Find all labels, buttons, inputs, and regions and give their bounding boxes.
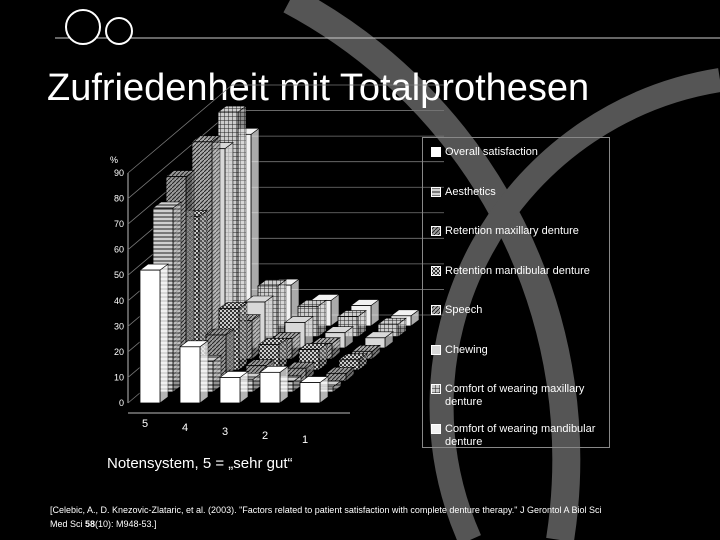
- legend-label: Comfort of wearing mandibular denture: [445, 422, 596, 448]
- bar-side: [279, 365, 289, 404]
- legend: Overall satisfaction Aesthetics Retention …: [422, 137, 610, 448]
- y-tick-label: 20: [114, 347, 124, 357]
- y-axis-label: %: [110, 155, 118, 165]
- bar-side: [317, 299, 327, 338]
- x-tick-label: 3: [222, 426, 228, 438]
- legend-item: Retention maxillary denture: [431, 225, 607, 238]
- citation-part: (10): M948-53.]: [95, 519, 157, 529]
- legend-item: Speech: [431, 304, 607, 317]
- legend-label: Speech: [445, 304, 483, 316]
- y-tick-label: 30: [114, 321, 124, 331]
- bar-side: [238, 302, 248, 371]
- bar: [219, 377, 241, 404]
- y-tick-label: 0: [119, 398, 124, 408]
- legend-label: Retention mandibular denture: [445, 264, 590, 277]
- y-tick-label: 60: [114, 245, 124, 255]
- legend-item: Comfort of wearing mandibular denture: [431, 423, 607, 449]
- legend-swatch: [431, 305, 441, 315]
- x-tick-label: 5: [142, 418, 148, 430]
- y-tick-label: 90: [114, 168, 124, 178]
- x-tick-label: 4: [182, 422, 188, 434]
- legend-swatch: [431, 265, 441, 276]
- legend-swatch: [431, 384, 441, 394]
- bar: [299, 382, 321, 404]
- citation-part: Med Sci: [50, 519, 85, 529]
- legend-item: Comfort of wearing maxillary denture: [431, 383, 607, 409]
- legend-item: Retention mandibular denture: [431, 265, 607, 278]
- bar: [325, 372, 347, 382]
- legend-label: Chewing: [445, 343, 488, 356]
- citation: [Celebic, A., D. Knezovic-Zlataric, et a…: [50, 505, 601, 515]
- bar-side: [159, 263, 169, 404]
- plot: 0 10 20 30 40 50 60 70 80 90% 5 4 3 2 1: [110, 84, 444, 446]
- decor-circle: [105, 17, 133, 45]
- legend-item: Chewing: [431, 344, 607, 357]
- decor-arc: [283, 0, 581, 540]
- legend-swatch: [431, 344, 441, 355]
- legend-swatch: [431, 186, 441, 197]
- slide-title: Zufriedenheit mit Totalprothesen: [47, 67, 589, 109]
- legend-label: Retention maxillary denture: [445, 225, 579, 237]
- bar: [139, 269, 161, 404]
- legend-item: Overall satisfaction: [431, 146, 607, 159]
- x-tick-label: 1: [302, 434, 308, 446]
- decor-circle: [65, 9, 101, 45]
- bar-side: [199, 340, 209, 404]
- grid-line: [127, 84, 444, 174]
- y-tick-label: 50: [114, 270, 124, 280]
- legend-swatch: [431, 147, 441, 157]
- citation-part: 58: [85, 519, 95, 529]
- legend-swatch: [431, 423, 441, 434]
- x-tick-label: 2: [262, 430, 268, 442]
- legend-label: Overall satisfaction: [445, 146, 538, 158]
- y-tick-label: 40: [114, 296, 124, 306]
- y-tick-label: 10: [114, 372, 124, 382]
- bar: [179, 346, 201, 404]
- y-tick-label: 80: [114, 194, 124, 204]
- legend-label: Aesthetics: [445, 185, 496, 198]
- bar: [259, 371, 281, 404]
- legend-item: Aesthetics: [431, 186, 607, 199]
- legend-label: Comfort of wearing maxillary denture: [445, 383, 585, 408]
- citation: Med Sci 58(10): M948-53.]: [50, 519, 157, 529]
- note: Notensystem, 5 = „sehr gut“: [107, 455, 293, 472]
- legend-swatch: [431, 226, 441, 236]
- y-tick-label: 70: [114, 219, 124, 229]
- decor-arc: [429, 68, 720, 540]
